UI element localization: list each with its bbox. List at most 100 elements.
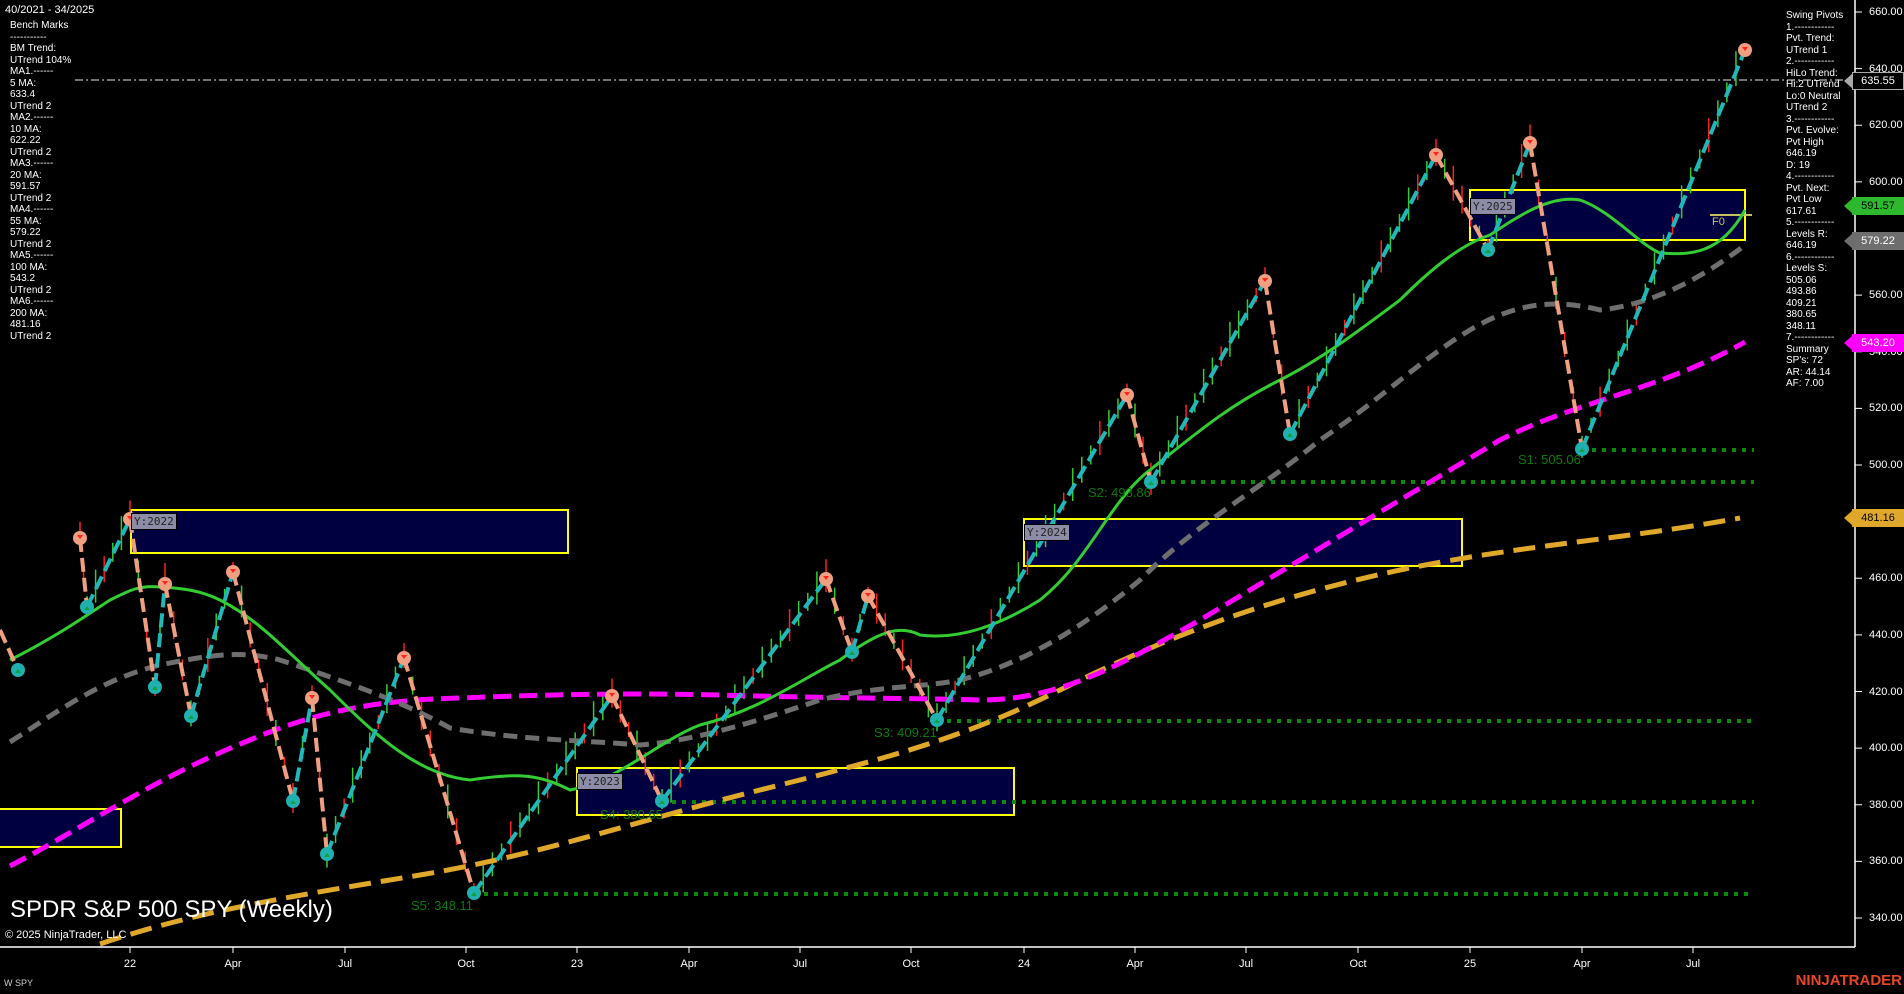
bench-mark-line: MA5.------ [10,250,54,261]
y-tick-label: 640.00 [1869,62,1903,75]
ma-55-line [8,243,1747,748]
x-tick-label: Jul [792,958,808,970]
swing-pivot-line: Pvt. Next: [1786,182,1830,194]
support-label: S5: 348.11 [411,898,473,913]
support-label: S3: 409.21 [874,725,937,740]
yearly-range-boxes [0,189,1752,848]
swing-pivot-markers [11,43,1752,900]
swing-pivot-line: UTrend 1 [1786,44,1828,56]
bench-mark-line: 543.2 [10,273,36,284]
price-tag: 591.57 [1844,196,1904,215]
bench-mark-line: 20 MA: [10,169,42,181]
bench-mark-line: 100 MA: [10,261,48,273]
year-label: Y:2022 [131,513,177,530]
copyright: © 2025 NinjaTrader, LLC [5,929,127,941]
ninjatrader-logo: NINJATRADER [1795,972,1902,989]
ma-100-line [8,339,1747,869]
price-tag: 481.16 [1844,509,1904,528]
y-tick-label: 600.00 [1869,175,1903,188]
price-tag: 579.22 [1844,231,1904,250]
swing-pivot-line: 6.------------ [1786,251,1835,263]
x-tick-label: 24 [1017,958,1031,970]
swing-pivot-line: HiLo Trend: [1786,67,1838,79]
moving-averages [8,197,1747,947]
y-tick-label: 420.00 [1869,685,1903,698]
bench-mark-line: UTrend 2 [10,100,52,112]
x-tick-label: Oct [902,958,920,970]
swing-pivot-line: 5.------------ [1786,217,1835,228]
x-tick-label: Apr [224,958,242,970]
y-tick-label: 440.00 [1869,628,1903,641]
swing-pivot-line: 7.------------ [1786,332,1835,343]
bench-mark-line: 200 MA: [10,307,48,319]
bench-mark-line: MA3.------ [10,158,54,169]
instrument-label: W SPY [4,978,34,988]
year-label: Y:2024 [1024,524,1070,541]
x-tick-label: Apr [1126,958,1144,970]
swing-pivot-line: SP's: 72 [1786,355,1823,366]
y-tick-label: 560.00 [1869,289,1903,302]
bench-mark-line: 633.4 [10,89,36,100]
swing-pivot-line: Hi:2 UTrend [1786,79,1840,90]
x-tick-label: Jul [1685,958,1701,970]
swing-pivot-line: D: 19 [1786,159,1810,171]
swing-pivot-line: AF: 7.00 [1786,378,1824,389]
bench-mark-line: 5 MA: [10,77,37,89]
bench-mark-line: 10 MA: [10,123,42,135]
bench-mark-line: UTrend 2 [10,330,52,342]
y-tick-label: 660.00 [1869,6,1903,18]
swing-pivot-lines [0,49,1747,895]
bench-mark-line: 579.22 [10,227,41,238]
swing-pivot-line: Pvt. Evolve: [1786,125,1839,136]
swing-pivot-line: 3.------------ [1786,113,1835,125]
y-tick-label: 340.00 [1869,912,1903,924]
date-range: 40/2021 - 34/2025 [5,4,95,16]
swing-pivot-line: 348.11 [1786,320,1816,332]
ma-200-line [99,515,1741,947]
year-label: Y:2025 [1470,198,1516,215]
bench-mark-line: UTrend 104% [10,54,72,66]
x-tick-label: Oct [457,958,475,970]
swing-pivot-line: Swing Pivots [1786,10,1844,21]
swing-pivot-line: UTrend 2 [1786,102,1828,113]
bench-mark-line: Bench Marks [10,20,69,31]
y-tick-label: 360.00 [1869,855,1903,868]
x-tick-label: Apr [680,958,698,970]
swing-pivots-panel: Swing Pivots 1.------------ Pvt. Trend: UTr… [1786,10,1843,390]
x-tick-label: 22 [123,958,137,970]
bench-mark-line: 591.57 [10,181,41,192]
swing-pivot-line: Pvt High [1786,136,1824,148]
support-levels [474,448,1754,896]
swing-pivot-line: AR: 44.14 [1786,366,1831,378]
bench-mark-line: UTrend 2 [10,284,52,296]
swing-pivot-line: Lo:0 Neutral [1786,90,1841,102]
x-tick-label: Jul [1238,958,1254,970]
bench-mark-line: 55 MA: [10,215,42,227]
year-label: Y:2023 [577,773,623,790]
swing-pivot-line: 505.06 [1786,274,1817,286]
x-tick-label: 25 [1463,958,1477,970]
bench-mark-line: MA2.------ [10,112,54,123]
y-tick-label: 620.00 [1869,119,1903,132]
year-box-2022 [130,509,569,554]
x-tick-label: 23 [570,958,584,970]
swing-pivot-line: 617.61 [1786,205,1817,217]
y-tick-label: 400.00 [1869,742,1903,755]
bench-marks-panel: Bench Marks ----------- BM Trend: UTrend 10… [10,20,71,342]
ma-20-line [9,197,1747,792]
x-tick-label: Jul [337,958,353,970]
swing-pivot-line: 646.19 [1786,240,1817,251]
swing-pivot-line: 493.86 [1786,286,1817,297]
swing-pivot-line: Pvt Low [1786,194,1822,205]
swing-pivot-line: Levels R: [1786,228,1828,240]
support-label: S4: 380.65 [600,807,663,822]
support-label: S2: 493.86 [1088,485,1151,500]
swing-pivot-line: 2.------------ [1786,56,1835,67]
axes [0,0,1862,953]
swing-pivot-line: 4.------------ [1786,171,1835,182]
y-tick-label: 520.00 [1869,402,1903,415]
bench-mark-line: UTrend 2 [10,192,52,204]
bench-mark-line: MA6.------ [10,296,54,307]
bench-mark-line: ----------- [10,31,47,43]
